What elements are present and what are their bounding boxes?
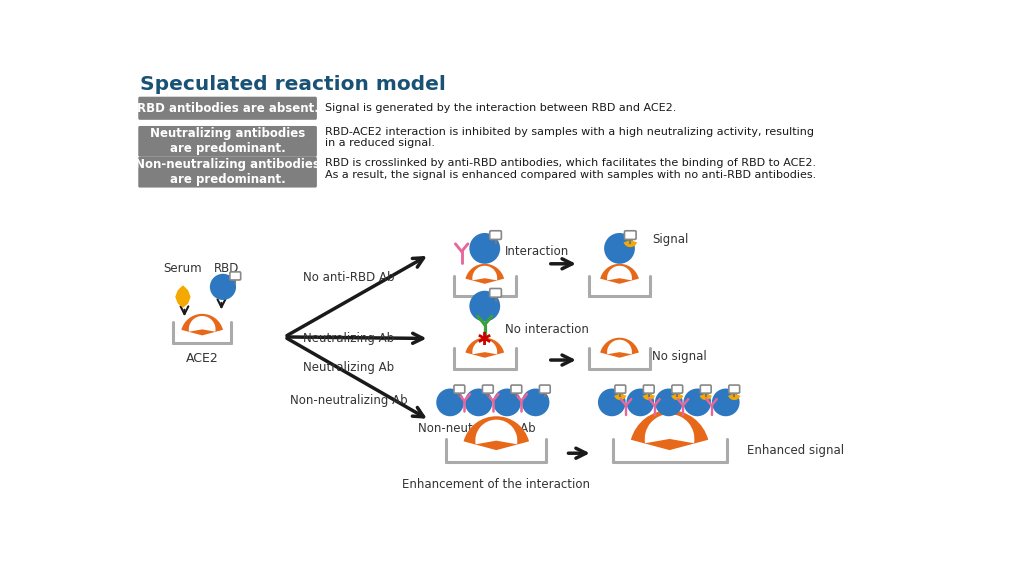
FancyBboxPatch shape: [138, 126, 316, 157]
Text: No anti-RBD Ab: No anti-RBD Ab: [303, 271, 394, 284]
Text: Signal is generated by the interaction between RBD and ACE2.: Signal is generated by the interaction b…: [325, 103, 676, 114]
Wedge shape: [607, 339, 632, 354]
FancyBboxPatch shape: [454, 385, 465, 393]
Text: Neutralizing Ab: Neutralizing Ab: [303, 361, 394, 374]
Text: Speculated reaction model: Speculated reaction model: [140, 75, 445, 94]
Text: No signal: No signal: [652, 350, 707, 362]
Wedge shape: [188, 316, 215, 332]
Text: Non-neutralizing antibodies
are predominant.: Non-neutralizing antibodies are predomin…: [135, 158, 321, 186]
Text: Neutralizing Ab: Neutralizing Ab: [303, 332, 394, 345]
FancyBboxPatch shape: [540, 385, 550, 393]
FancyBboxPatch shape: [230, 272, 241, 280]
Text: Neutralizing antibodies
are predominant.: Neutralizing antibodies are predominant.: [150, 128, 305, 155]
FancyBboxPatch shape: [482, 385, 494, 393]
Text: RBD-ACE2 interaction is inhibited by samples with a high neutralizing activity, : RBD-ACE2 interaction is inhibited by sam…: [325, 126, 814, 148]
Text: RBD antibodies are absent.: RBD antibodies are absent.: [136, 102, 318, 115]
Text: RBD: RBD: [214, 262, 240, 275]
FancyBboxPatch shape: [700, 385, 711, 393]
FancyBboxPatch shape: [625, 231, 636, 239]
Wedge shape: [464, 416, 529, 450]
Wedge shape: [181, 314, 223, 336]
Circle shape: [436, 388, 464, 416]
Wedge shape: [475, 420, 517, 445]
Wedge shape: [472, 266, 498, 280]
Circle shape: [598, 388, 626, 416]
Wedge shape: [466, 338, 504, 358]
FancyBboxPatch shape: [138, 157, 316, 188]
Circle shape: [712, 388, 739, 416]
Circle shape: [521, 388, 550, 416]
Circle shape: [465, 388, 493, 416]
Circle shape: [494, 388, 521, 416]
Wedge shape: [600, 338, 639, 358]
Text: No interaction: No interaction: [505, 323, 589, 336]
Text: ✱: ✱: [477, 331, 493, 349]
Wedge shape: [614, 393, 627, 400]
Wedge shape: [671, 393, 683, 400]
Wedge shape: [607, 266, 632, 280]
Text: Interaction: Interaction: [505, 245, 569, 258]
Text: Non-neutralizing Ab: Non-neutralizing Ab: [290, 393, 408, 406]
Wedge shape: [600, 264, 639, 284]
Circle shape: [627, 388, 654, 416]
Polygon shape: [176, 286, 189, 307]
Wedge shape: [631, 410, 709, 450]
Circle shape: [683, 388, 711, 416]
Circle shape: [210, 274, 237, 300]
Circle shape: [655, 388, 683, 416]
Text: Signal: Signal: [652, 233, 688, 246]
FancyBboxPatch shape: [511, 385, 521, 393]
Wedge shape: [699, 393, 712, 400]
Wedge shape: [624, 240, 637, 247]
FancyBboxPatch shape: [489, 231, 502, 239]
Circle shape: [469, 233, 500, 264]
Text: Non-neutralizing Ab: Non-neutralizing Ab: [418, 422, 536, 435]
Wedge shape: [728, 393, 740, 400]
FancyBboxPatch shape: [138, 97, 316, 120]
Circle shape: [604, 233, 635, 264]
Wedge shape: [472, 339, 498, 354]
FancyBboxPatch shape: [643, 385, 654, 393]
Text: ACE2: ACE2: [185, 352, 218, 365]
FancyBboxPatch shape: [729, 385, 739, 393]
Text: Enhanced signal: Enhanced signal: [746, 445, 844, 457]
Text: RBD is crosslinked by anti-RBD antibodies, which facilitates the binding of RBD : RBD is crosslinked by anti-RBD antibodie…: [325, 158, 816, 180]
Wedge shape: [645, 414, 694, 443]
Wedge shape: [643, 393, 655, 400]
Text: Enhancement of the interaction: Enhancement of the interaction: [402, 478, 590, 491]
FancyBboxPatch shape: [489, 288, 502, 297]
Text: Serum: Serum: [164, 262, 202, 275]
FancyBboxPatch shape: [672, 385, 683, 393]
FancyBboxPatch shape: [614, 385, 626, 393]
Circle shape: [469, 291, 500, 321]
Wedge shape: [466, 264, 504, 284]
